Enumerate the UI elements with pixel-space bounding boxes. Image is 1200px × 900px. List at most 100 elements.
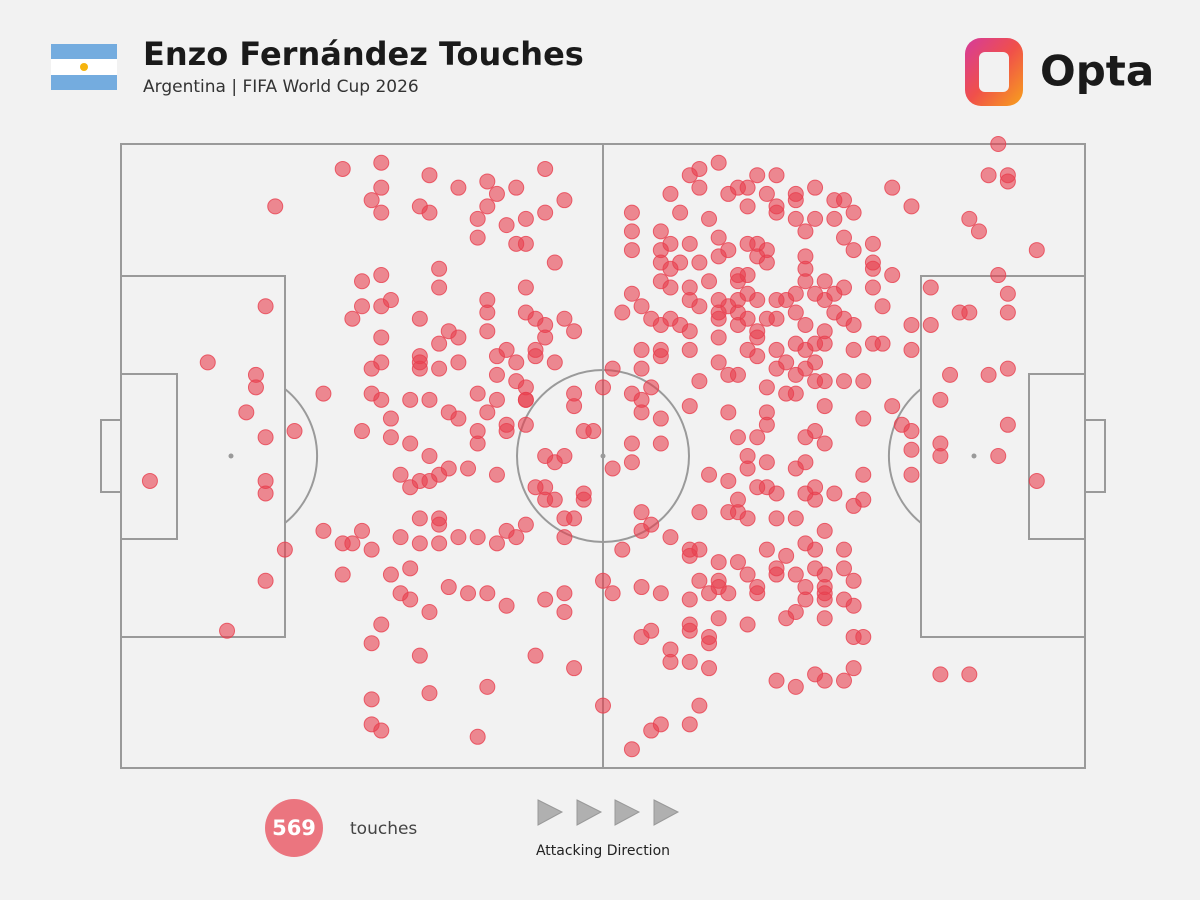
touch-dot — [652, 435, 669, 452]
touch-dot — [488, 185, 505, 202]
touch-dot — [662, 653, 679, 670]
touch-dot — [267, 198, 284, 215]
touch-dot — [816, 672, 833, 689]
touch-dot — [691, 541, 708, 558]
touch-dot — [488, 366, 505, 383]
touch-dot — [411, 510, 428, 527]
touch-dot — [633, 391, 650, 408]
touch-dot — [739, 510, 756, 527]
touch-dot — [739, 566, 756, 583]
touch-dot — [421, 472, 438, 489]
touch-dot — [460, 585, 477, 602]
touch-dot — [826, 485, 843, 502]
touch-dot — [460, 460, 477, 477]
touch-dot — [970, 223, 987, 240]
touch-dot — [903, 198, 920, 215]
brand: Opta — [1040, 47, 1154, 96]
touch-dot — [691, 373, 708, 390]
touch-dot — [373, 154, 390, 171]
touch-dot — [710, 329, 727, 346]
touch-dot — [739, 460, 756, 477]
touch-dot — [276, 541, 293, 558]
touch-dot — [623, 204, 640, 221]
touch-dot — [344, 310, 361, 327]
touch-dot — [247, 379, 264, 396]
touch-dot — [845, 572, 862, 589]
touch-dot — [884, 267, 901, 284]
touch-dot — [729, 554, 746, 571]
touch-dot — [431, 516, 448, 533]
touch-dot — [614, 304, 631, 321]
touch-dot — [450, 529, 467, 546]
touch-dot — [787, 566, 804, 583]
touch-dot — [845, 341, 862, 358]
touch-dot — [575, 491, 592, 508]
touch-dot — [836, 192, 852, 209]
touch-dot — [932, 448, 949, 464]
touch-dot — [787, 335, 804, 352]
touch-dot — [652, 410, 669, 427]
touch-dot — [411, 535, 428, 552]
touch-dot — [373, 329, 390, 346]
direction-arrows — [537, 799, 680, 826]
touch-dot — [787, 385, 804, 402]
touch-dot — [845, 497, 862, 514]
touch-dot — [768, 204, 785, 221]
touch-dot — [778, 354, 795, 371]
touch-dot — [903, 316, 920, 333]
touch-dot — [836, 373, 852, 390]
touch-dot — [363, 360, 380, 377]
touch-dot — [758, 541, 775, 558]
touch-dot — [479, 304, 496, 321]
touch-dot — [768, 310, 785, 327]
touch-dot — [990, 267, 1007, 284]
touch-dot — [488, 391, 505, 408]
touch-dot — [431, 360, 448, 377]
touch-dot — [855, 410, 872, 427]
touch-dot — [903, 341, 920, 358]
touch-dot — [652, 223, 669, 240]
touch-dot — [710, 354, 727, 371]
touch-dot — [537, 329, 554, 346]
touch-dot — [450, 179, 467, 196]
touch-dot — [691, 572, 708, 589]
touch-dot — [354, 423, 370, 440]
touch-dot — [807, 491, 824, 508]
touch-dot — [739, 310, 756, 327]
touch-dot — [681, 622, 698, 639]
touch-dot — [652, 585, 669, 602]
touch-dot — [469, 210, 486, 227]
touch-dot — [768, 560, 785, 577]
touch-dot — [749, 323, 766, 340]
touch-dot — [566, 510, 583, 527]
touch-dot — [421, 391, 438, 408]
touch-dot — [373, 616, 390, 633]
touch-dot — [681, 398, 698, 415]
touch-dot — [257, 485, 274, 502]
touch-dot — [681, 323, 698, 340]
touch-dot — [961, 210, 978, 227]
flag — [51, 44, 117, 90]
direction-label: Attacking Direction — [536, 843, 670, 859]
touch-dot — [720, 585, 737, 602]
count-label: touches — [350, 819, 417, 839]
touch-dot — [623, 242, 640, 259]
touch-dot — [797, 223, 814, 240]
touches — [141, 136, 1045, 758]
touch-dot — [720, 472, 737, 489]
touch-dot — [845, 660, 862, 677]
touch-dot — [556, 604, 573, 620]
touch-dot — [556, 585, 573, 602]
touch-dot — [373, 267, 390, 284]
touch-dot — [354, 298, 370, 315]
touch-dot — [691, 298, 708, 315]
touch-dot — [749, 292, 766, 308]
touch-dot — [980, 167, 997, 184]
touch-dot — [633, 360, 650, 377]
touch-dot — [816, 522, 833, 539]
touch-dot — [257, 298, 274, 315]
touch-dot — [373, 391, 390, 408]
touch-dot — [787, 678, 804, 695]
touch-dot — [614, 541, 631, 558]
touch-dot — [980, 366, 997, 383]
